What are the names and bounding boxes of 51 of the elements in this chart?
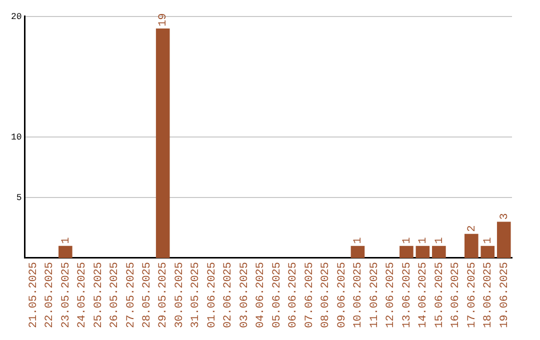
x-tick-label: 12.06.2025 xyxy=(385,262,398,328)
x-tick-label: 17.06.2025 xyxy=(466,262,478,328)
data-label: 1 xyxy=(434,236,446,244)
x-tick-label: 06.06.2025 xyxy=(288,262,300,328)
data-label: 3 xyxy=(498,213,511,220)
x-tick-label: 22.05.2025 xyxy=(44,262,56,328)
x-tick-label: 30.05.2025 xyxy=(174,262,186,328)
data-label: 2 xyxy=(466,225,478,232)
x-tick-label: 27.05.2025 xyxy=(125,262,138,328)
data-label: 1 xyxy=(60,236,72,244)
x-tick-label: 07.06.2025 xyxy=(304,262,316,328)
x-tick-label: 02.06.2025 xyxy=(222,262,235,328)
x-tick-label: 18.06.2025 xyxy=(482,262,495,328)
data-label: 1 xyxy=(418,236,430,244)
data-label: 1 xyxy=(401,236,414,244)
x-tick-label: 24.05.2025 xyxy=(76,262,89,328)
data-label: 1 xyxy=(352,236,365,244)
bar xyxy=(58,246,72,258)
y-tick-label: 5 xyxy=(16,192,22,203)
bar xyxy=(156,28,170,258)
x-tick-label: 28.05.2025 xyxy=(142,262,154,328)
bar xyxy=(416,246,430,258)
y-tick-label: 20 xyxy=(10,12,22,22)
x-tick-label: 04.06.2025 xyxy=(255,262,268,328)
x-tick-label: 29.05.2025 xyxy=(158,262,170,328)
x-tick-label: 25.05.2025 xyxy=(92,262,105,328)
y-tick-label: 10 xyxy=(10,132,22,143)
bar xyxy=(464,234,478,258)
bar xyxy=(400,246,414,258)
x-tick-label: 01.06.2025 xyxy=(206,262,218,328)
data-label: 1 xyxy=(482,236,495,244)
bar xyxy=(432,246,446,258)
x-tick-label: 08.06.2025 xyxy=(320,262,332,328)
x-tick-label: 16.06.2025 xyxy=(450,262,462,328)
x-tick-label: 26.05.2025 xyxy=(109,262,122,328)
x-tick-label: 11.06.2025 xyxy=(368,262,381,328)
x-tick-label: 19.06.2025 xyxy=(498,262,511,328)
bar xyxy=(350,246,365,258)
x-tick-label: 31.05.2025 xyxy=(190,262,202,328)
bar xyxy=(496,222,511,258)
data-label: 19 xyxy=(158,13,170,26)
x-tick-label: 15.06.2025 xyxy=(434,262,446,328)
x-tick-label: 09.06.2025 xyxy=(336,262,348,328)
x-tick-label: 23.05.2025 xyxy=(60,262,72,328)
x-tick-label: 13.06.2025 xyxy=(401,262,414,328)
x-tick-label: 14.06.2025 xyxy=(418,262,430,328)
x-tick-label: 03.06.2025 xyxy=(238,262,251,328)
x-tick-label: 05.06.2025 xyxy=(271,262,284,328)
x-tick-label: 10.06.2025 xyxy=(352,262,365,328)
x-tick-label: 21.05.2025 xyxy=(28,262,40,328)
bar xyxy=(480,246,495,258)
